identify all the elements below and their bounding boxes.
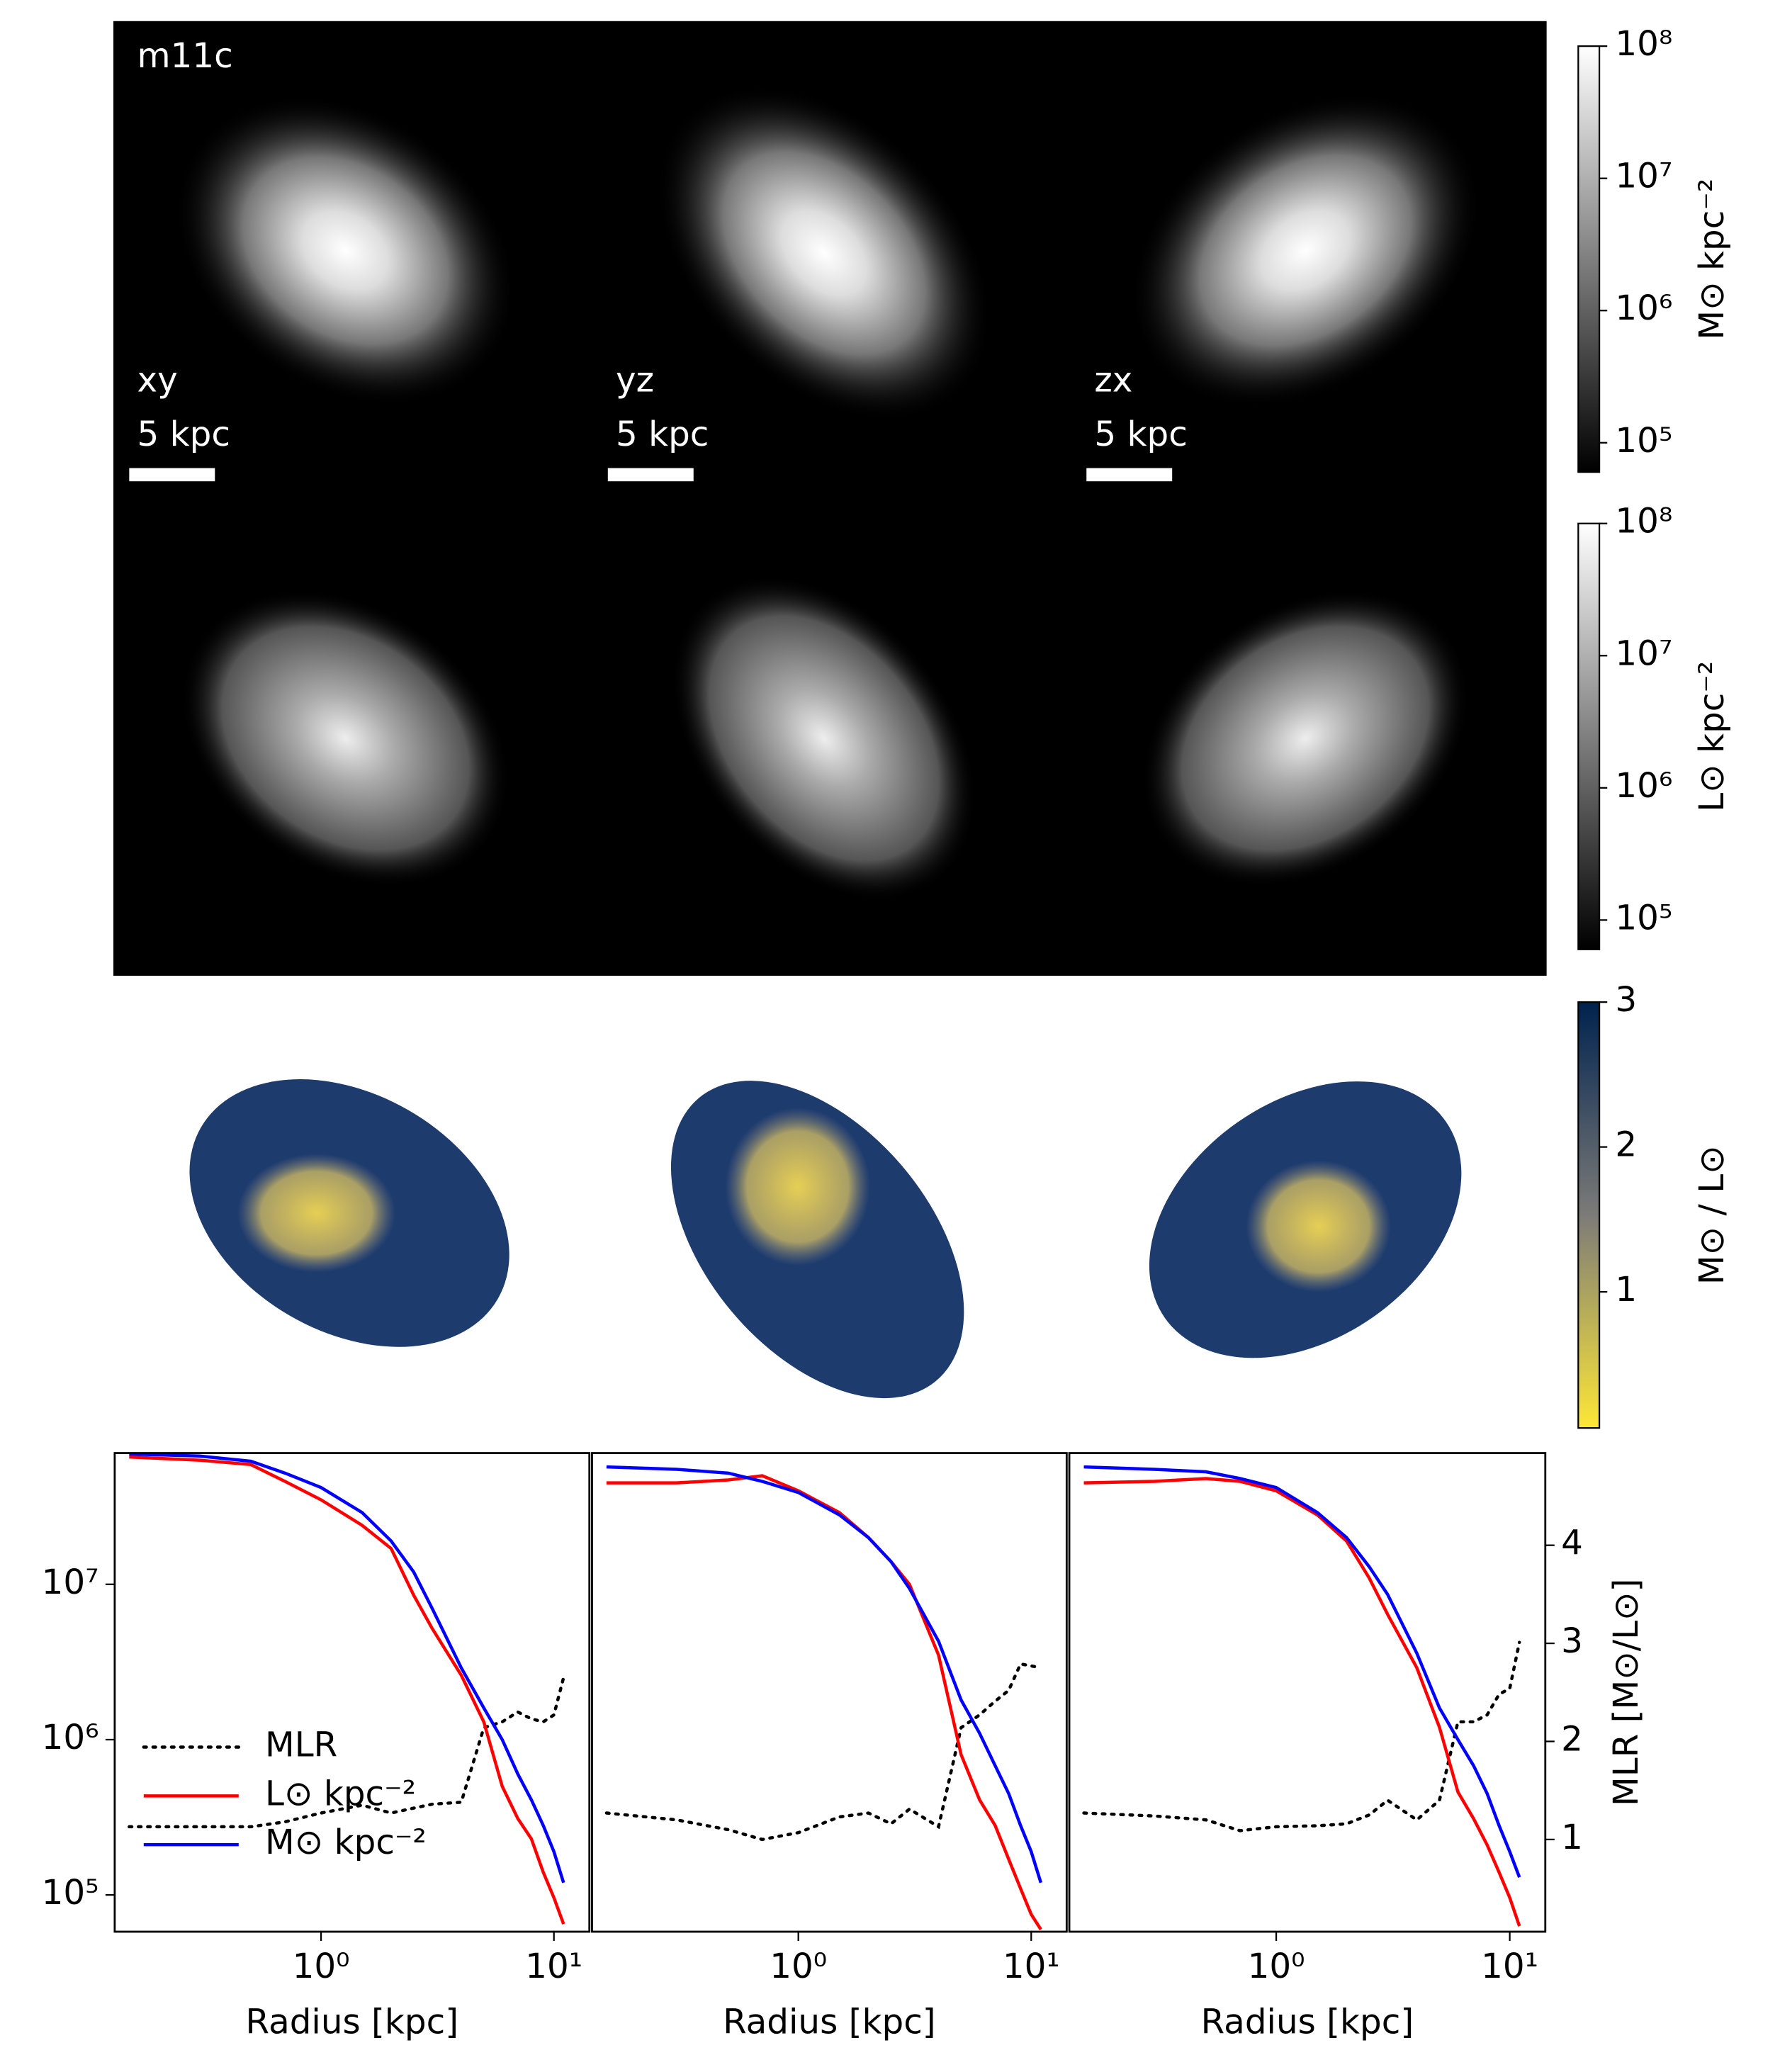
colorbars: 10⁵ 10⁶ 10⁷ 10⁸ M⊙ kpc⁻² 10⁵ 10⁶ 10⁷ 10⁸ L⊙ kpc⁻²… <box>1577 24 1732 1429</box>
scale-bar-label: 5 kpc <box>1094 415 1187 454</box>
colorbar-tick-label: 10⁷ <box>1615 634 1672 673</box>
scale-bar <box>607 468 694 482</box>
colorbar-label: M⊙ / L⊙ <box>1692 1145 1732 1285</box>
scale-bar <box>129 468 215 482</box>
profile-line <box>1082 1640 1521 1832</box>
profile-line <box>606 1465 1043 1884</box>
colorbar-tick-label: 10⁶ <box>1615 288 1672 328</box>
profiles: 10⁰ 10¹ Radius [kpc] 10⁵ 10⁶ 10⁷ MLR L⊙ kpc⁻² M⊙… <box>42 1452 1646 2042</box>
x-tick-label: 10⁰ <box>1248 1947 1305 1986</box>
colorbar-tick-label: 10⁸ <box>1615 24 1672 64</box>
plot-frame <box>113 1452 591 1933</box>
projection-label: zx <box>1094 361 1132 400</box>
mlr-image <box>1246 1160 1392 1293</box>
y-tick-label: 10⁷ <box>42 1563 99 1602</box>
colorbar-label: M⊙ kpc⁻² <box>1692 179 1732 340</box>
colorbar-tick-label: 10⁵ <box>1615 898 1672 938</box>
galaxy-image <box>174 95 517 406</box>
galaxy-image <box>671 575 977 901</box>
legend-label: MLR <box>265 1725 337 1764</box>
colorbar-tick-label: 3 <box>1615 980 1637 1020</box>
x-tick-label: 10¹ <box>1481 1947 1538 1986</box>
mass-maps <box>174 85 1481 422</box>
profile-line <box>129 1452 565 1884</box>
colorbar-tick-label: 1 <box>1615 1270 1637 1310</box>
colorbar-tick-label: 10⁷ <box>1615 157 1672 196</box>
y-tick-label: 10⁶ <box>42 1718 99 1757</box>
plot-frame <box>1068 1452 1547 1933</box>
profile-line <box>129 1455 565 1925</box>
scale-bar-label: 5 kpc <box>137 415 230 454</box>
colorbar-tick-label: 2 <box>1615 1125 1637 1165</box>
galaxy-image <box>1141 590 1470 887</box>
scale-bar-label: 5 kpc <box>616 415 709 454</box>
simulation-label: m11c <box>137 36 233 76</box>
galaxy-image <box>1130 92 1481 409</box>
scale-bar <box>1086 468 1173 482</box>
x-tick-label: 10¹ <box>1003 1947 1060 1986</box>
projection-label: xy <box>137 361 178 400</box>
colorbar-tick-label: 10⁵ <box>1615 421 1672 461</box>
y2-tick-label: 3 <box>1561 1621 1583 1661</box>
profile-line <box>128 1676 565 1829</box>
galaxy-image <box>181 590 510 887</box>
profile-line <box>604 1662 1043 1842</box>
mlr-maps <box>189 1079 1462 1399</box>
maps: m11c xy 5 kpc yz 5 kpc zx 5 kpc <box>113 21 1547 1399</box>
x-tick-label: 10⁰ <box>770 1947 827 1986</box>
profile-line <box>1083 1477 1521 1927</box>
profile-line <box>606 1474 1042 1930</box>
y2-tick-label: 1 <box>1561 1818 1583 1857</box>
colorbar-label: L⊙ kpc⁻² <box>1692 661 1732 812</box>
galaxy-image <box>655 85 993 422</box>
legend-label: L⊙ kpc⁻² <box>265 1774 416 1813</box>
mlr-image <box>237 1154 396 1273</box>
x-tick-label: 10¹ <box>525 1947 582 1986</box>
x-axis-label: Radius [kpc] <box>246 2002 459 2042</box>
legend-label: M⊙ kpc⁻² <box>265 1823 427 1862</box>
y2-axis-label: MLR [M⊙/L⊙] <box>1606 1579 1646 1806</box>
colorbar <box>1577 1001 1601 1429</box>
y2-tick-label: 4 <box>1561 1524 1583 1563</box>
colorbar <box>1577 45 1601 473</box>
mlr-image <box>725 1108 871 1266</box>
y2-tick-label: 2 <box>1561 1719 1583 1759</box>
colorbar-tick-label: 10⁶ <box>1615 766 1672 806</box>
plot-frame <box>591 1452 1068 1933</box>
colorbar-tick-label: 10⁸ <box>1615 502 1672 541</box>
light-maps <box>181 575 1470 901</box>
x-axis-label: Radius [kpc] <box>723 2002 936 2042</box>
profile-line <box>1083 1465 1521 1878</box>
colorbar <box>1577 522 1601 950</box>
y-tick-label: 10⁵ <box>42 1873 99 1913</box>
x-axis-label: Radius [kpc] <box>1201 2002 1414 2042</box>
x-tick-label: 10⁰ <box>293 1947 350 1986</box>
projection-label: yz <box>616 361 654 400</box>
